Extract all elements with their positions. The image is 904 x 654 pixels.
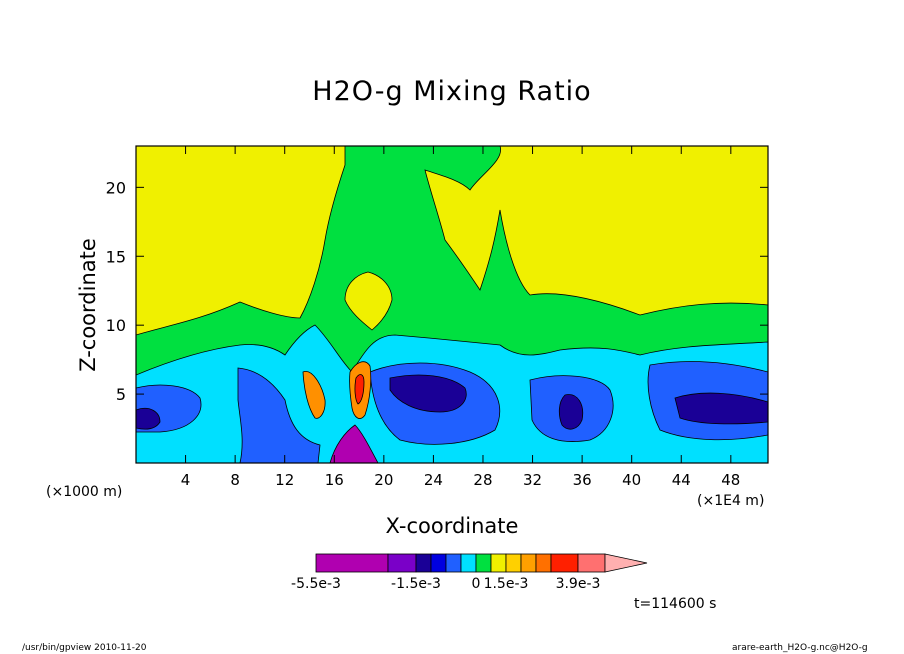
colorbar-segment — [445, 553, 462, 573]
x-tick-label: 32 — [523, 471, 542, 489]
footer-right: arare-earth_H2O-g.nc@H2O-g — [732, 643, 868, 653]
colorbar-label: -5.5e-3 — [291, 576, 341, 592]
colorbar-segment — [460, 553, 477, 573]
colorbar-segment — [535, 553, 552, 573]
x-unit-left: (×1000 m) — [46, 484, 123, 500]
x-axis-ticks: 4 8 12 16 20 24 28 32 36 40 44 48 — [181, 146, 740, 489]
colorbar-segment — [430, 553, 447, 573]
x-tick-label: 28 — [473, 471, 492, 489]
contour-field — [136, 146, 768, 463]
x-tick-label: 16 — [325, 471, 344, 489]
colorbar-label: 1.5e-3 — [484, 576, 529, 592]
colorbar-segment — [415, 553, 432, 573]
x-tick-label: 4 — [181, 471, 191, 489]
chart-title: H2O-g Mixing Ratio — [312, 76, 592, 107]
x-tick-label: 8 — [230, 471, 240, 489]
colorbar-segment — [315, 553, 389, 573]
time-label: t=114600 s — [634, 596, 717, 612]
field-navy-cores — [136, 374, 768, 430]
y-tick-label: 20 — [106, 178, 126, 197]
field-orange-plume — [302, 361, 372, 419]
colorbar-label: 0 — [472, 576, 481, 592]
x-tick-label: 12 — [275, 471, 294, 489]
x-tick-label: 40 — [622, 471, 641, 489]
x-tick-label: 36 — [573, 471, 592, 489]
colorbar-label: -1.5e-3 — [391, 576, 441, 592]
colorbar-segment — [550, 553, 579, 573]
y-tick-label: 5 — [116, 385, 126, 404]
field-blue-band — [136, 361, 768, 463]
x-tick-label: 44 — [672, 471, 691, 489]
colorbar: -5.5e-3 -1.5e-3 0 1.5e-3 3.9e-3 — [291, 553, 648, 592]
colorbar-label: 3.9e-3 — [556, 576, 601, 592]
x-tick-label: 24 — [424, 471, 443, 489]
field-violet-base — [329, 424, 379, 463]
colorbar-segment — [475, 553, 492, 573]
colorbar-segment — [577, 553, 606, 573]
x-tick-label: 20 — [374, 471, 393, 489]
colorbar-segment — [520, 553, 537, 573]
x-tick-label: 48 — [721, 471, 740, 489]
colorbar-arrow — [604, 553, 648, 573]
plot-frame — [135, 145, 769, 464]
colorbar-segment — [387, 553, 417, 573]
colorbar-segment — [505, 553, 522, 573]
y-tick-label: 15 — [106, 247, 126, 266]
field-red-core — [354, 374, 365, 405]
x-unit-right: (×1E4 m) — [697, 493, 765, 509]
footer-left: /usr/bin/gpview 2010-11-20 — [22, 643, 147, 653]
x-axis-label: X-coordinate — [385, 514, 519, 538]
colorbar-segment — [490, 553, 507, 573]
y-tick-label: 10 — [106, 316, 126, 335]
y-axis-ticks: 5 10 15 20 — [106, 178, 768, 404]
field-yellow-plume — [344, 271, 393, 331]
